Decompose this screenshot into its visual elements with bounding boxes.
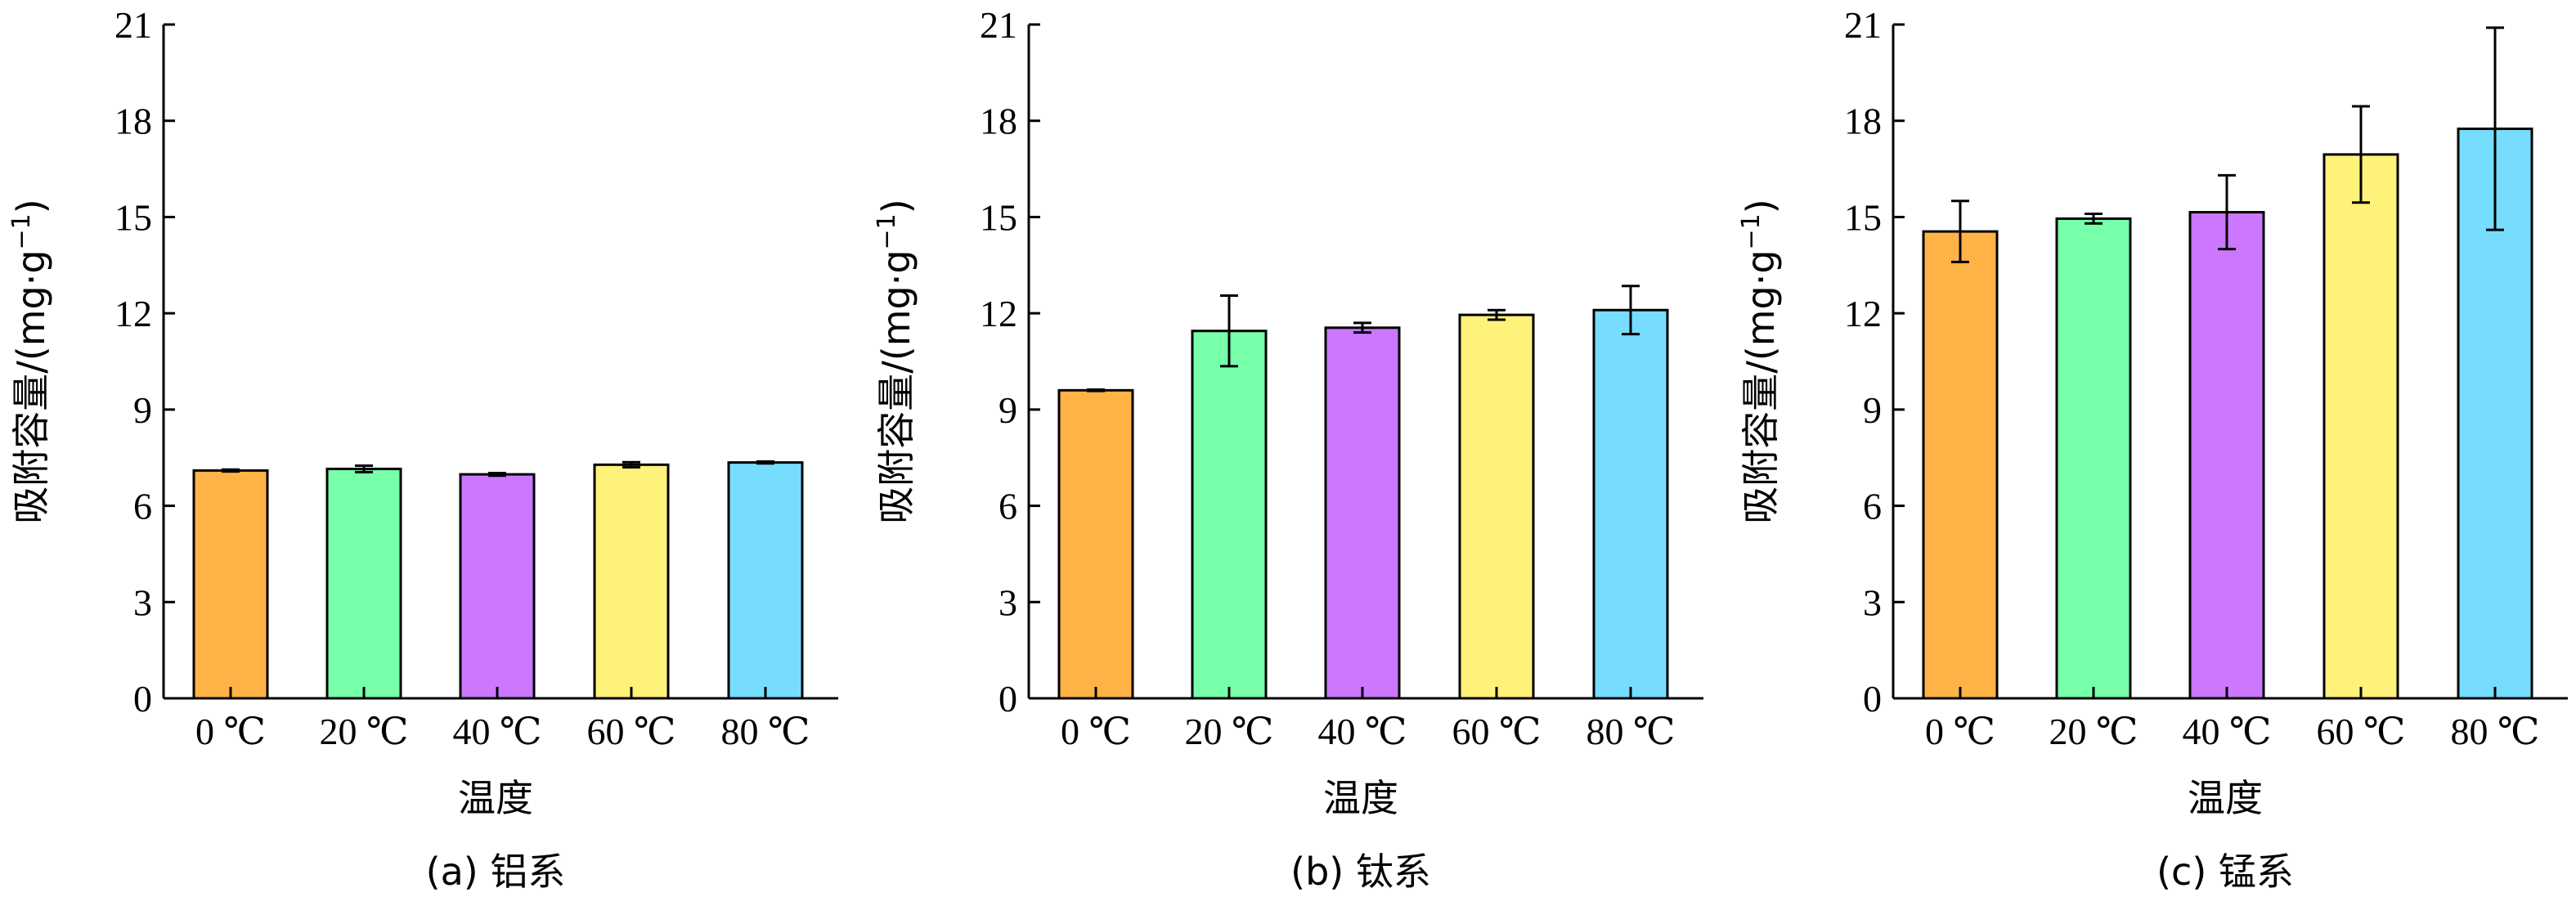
bar [1324, 326, 1401, 700]
chart-panel-3: 0 3 6 9 12 15 18 21 0 ℃ 20 ℃ 40 ℃ 60 ℃ 80 ℃ 温度 吸附容量/(m… [1737, 4, 2568, 894]
x-axis-title: 温度 [458, 776, 533, 820]
bar [1592, 308, 1669, 700]
y-tick-label: 15 [1844, 196, 1882, 238]
error-bar [1951, 200, 1969, 263]
error-bar [2486, 26, 2504, 231]
x-tick-label: 40 ℃ [453, 711, 542, 752]
y-tick-label: 9 [999, 389, 1017, 431]
bar [2322, 153, 2399, 700]
bar [192, 469, 269, 700]
x-tick-label: 20 ℃ [1185, 711, 1274, 752]
chart-caption: (a) 铝系 [426, 850, 566, 894]
y-tick-label: 21 [114, 4, 152, 46]
bar [1922, 230, 1999, 700]
x-tick-label: 40 ℃ [1318, 711, 1407, 752]
error-bar [2352, 105, 2370, 204]
error-bar [1353, 321, 1371, 334]
y-axis-title: 吸附容量/(mg·g−1) [1737, 199, 1783, 523]
x-tick-label: 40 ℃ [2183, 711, 2272, 752]
y-axis-title: 吸附容量/(mg·g−1) [873, 199, 918, 523]
x-tick-label: 60 ℃ [1452, 711, 1542, 752]
y-tick-label: 18 [114, 101, 152, 142]
x-tick-label: 0 ℃ [1925, 711, 1995, 752]
x-tick-label: 80 ℃ [1586, 711, 1676, 752]
bar [325, 467, 402, 700]
x-tick-label: 80 ℃ [721, 711, 810, 752]
y-tick-label: 9 [133, 389, 152, 431]
error-bar [1220, 294, 1238, 368]
bar [2188, 211, 2265, 700]
y-tick-label: 3 [1863, 581, 1882, 623]
y-tick-label: 6 [1863, 486, 1882, 527]
bar [1191, 330, 1268, 700]
y-tick-label: 0 [999, 678, 1017, 720]
bar [1458, 313, 1535, 700]
error-bar [488, 472, 506, 478]
y-tick-label: 6 [133, 486, 152, 527]
x-tick-label: 80 ℃ [2451, 711, 2540, 752]
y-tick-label: 3 [999, 581, 1017, 623]
error-bar [1622, 285, 1640, 336]
y-axis-title: 吸附容量/(mg·g−1) [7, 199, 53, 523]
error-bar [222, 468, 240, 473]
chart-caption: (c) 锰系 [2156, 850, 2294, 894]
x-tick-label: 20 ℃ [2049, 711, 2138, 752]
y-tick-label: 3 [133, 581, 152, 623]
x-tick-label: 60 ℃ [587, 711, 676, 752]
error-bar [1087, 388, 1105, 392]
chart-panel-2: 0 3 6 9 12 15 18 21 0 ℃ 20 ℃ 40 ℃ 60 ℃ 80 ℃ 温度 吸附容量/(m… [873, 4, 1703, 894]
y-tick-label: 0 [133, 678, 152, 720]
chart-panel-1: 0 3 6 9 12 15 18 21 0 ℃ 20 ℃ 40 ℃ 60 ℃ 80 ℃ 温度 吸附容量/(m… [7, 4, 838, 894]
bar [593, 463, 670, 700]
y-tick-label: 12 [980, 293, 1017, 334]
bar [459, 473, 536, 700]
error-bar [2218, 173, 2236, 251]
y-tick-label: 12 [1844, 293, 1882, 334]
chart-caption: (b) 钛系 [1290, 850, 1431, 894]
y-tick-label: 21 [980, 4, 1017, 46]
bar [2055, 217, 2132, 700]
x-tick-label: 0 ℃ [195, 711, 266, 752]
x-tick-label: 0 ℃ [1061, 711, 1131, 752]
error-bar [756, 460, 774, 465]
error-bar [1488, 308, 1506, 321]
y-tick-label: 0 [1863, 678, 1882, 720]
y-tick-label: 12 [114, 293, 152, 334]
y-tick-label: 9 [1863, 389, 1882, 431]
error-bar [2085, 213, 2103, 225]
bar [1057, 388, 1134, 700]
error-bar [355, 464, 373, 473]
x-tick-label: 20 ℃ [320, 711, 409, 752]
y-tick-label: 18 [980, 101, 1017, 142]
x-axis-title: 温度 [1323, 776, 1398, 820]
bar [727, 461, 804, 700]
error-bar [622, 460, 640, 469]
x-axis-title: 温度 [2188, 776, 2263, 820]
y-tick-label: 6 [999, 486, 1017, 527]
y-tick-label: 15 [980, 196, 1017, 238]
y-tick-label: 18 [1844, 101, 1882, 142]
x-tick-label: 60 ℃ [2317, 711, 2406, 752]
y-tick-label: 21 [1844, 4, 1882, 46]
y-tick-label: 15 [114, 196, 152, 238]
